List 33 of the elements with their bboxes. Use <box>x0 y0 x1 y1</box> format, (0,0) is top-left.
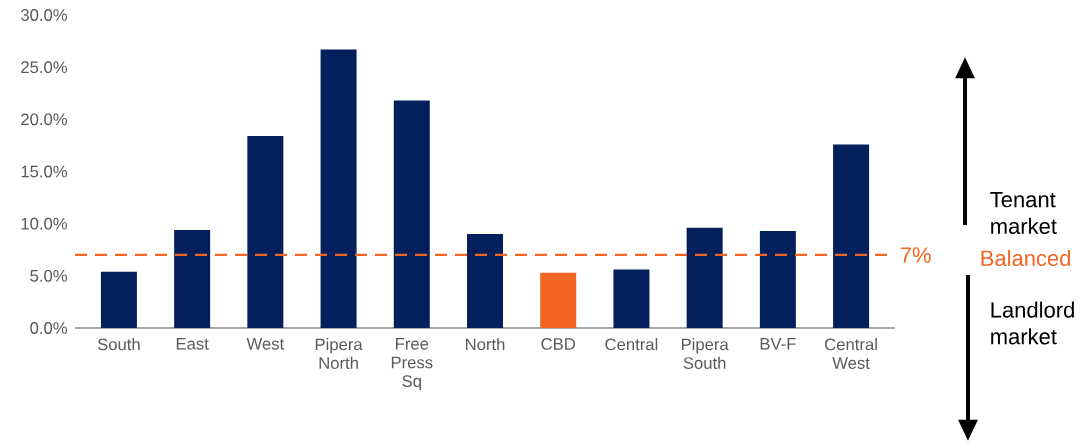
x-tick-label: West <box>246 338 285 350</box>
bar <box>467 234 503 328</box>
text: Balanced <box>981 249 1071 267</box>
x-tick-label: East <box>176 338 209 350</box>
bar <box>686 227 723 328</box>
bar <box>320 49 357 328</box>
x-tick-label: North <box>465 338 505 351</box>
ref-line-label: 7% <box>900 247 931 263</box>
y-tick-label: 5.0% <box>30 269 68 282</box>
x-tick-label: BV-F <box>760 338 796 350</box>
text: Landlord market <box>991 301 1074 345</box>
bar <box>833 144 870 328</box>
x-tick-label: Pipera North <box>315 338 363 369</box>
x-tick-label: Central West <box>825 338 877 369</box>
y-tick-label: 10.0% <box>21 217 68 230</box>
y-tick-label: 20.0% <box>21 113 68 126</box>
bar <box>247 136 284 328</box>
y-tick-label: 15.0% <box>21 165 68 178</box>
y-tick-label: 30.0% <box>20 9 68 21</box>
bar <box>759 230 796 328</box>
bar <box>174 229 211 328</box>
bar <box>540 272 577 328</box>
x-tick-label: South <box>97 338 140 351</box>
y-tick-label: 0.0% <box>30 322 68 334</box>
bar <box>613 269 650 328</box>
bar <box>393 100 430 328</box>
x-tick-label: Central <box>605 338 658 351</box>
bar <box>100 271 137 328</box>
text: Tenant market <box>990 191 1057 234</box>
x-tick-label: Pipera South <box>681 338 729 369</box>
x-tick-label: CBD <box>541 338 575 350</box>
y-tick-label: 25.0% <box>21 61 68 74</box>
x-tick-label: Free Press Sq <box>391 338 433 391</box>
